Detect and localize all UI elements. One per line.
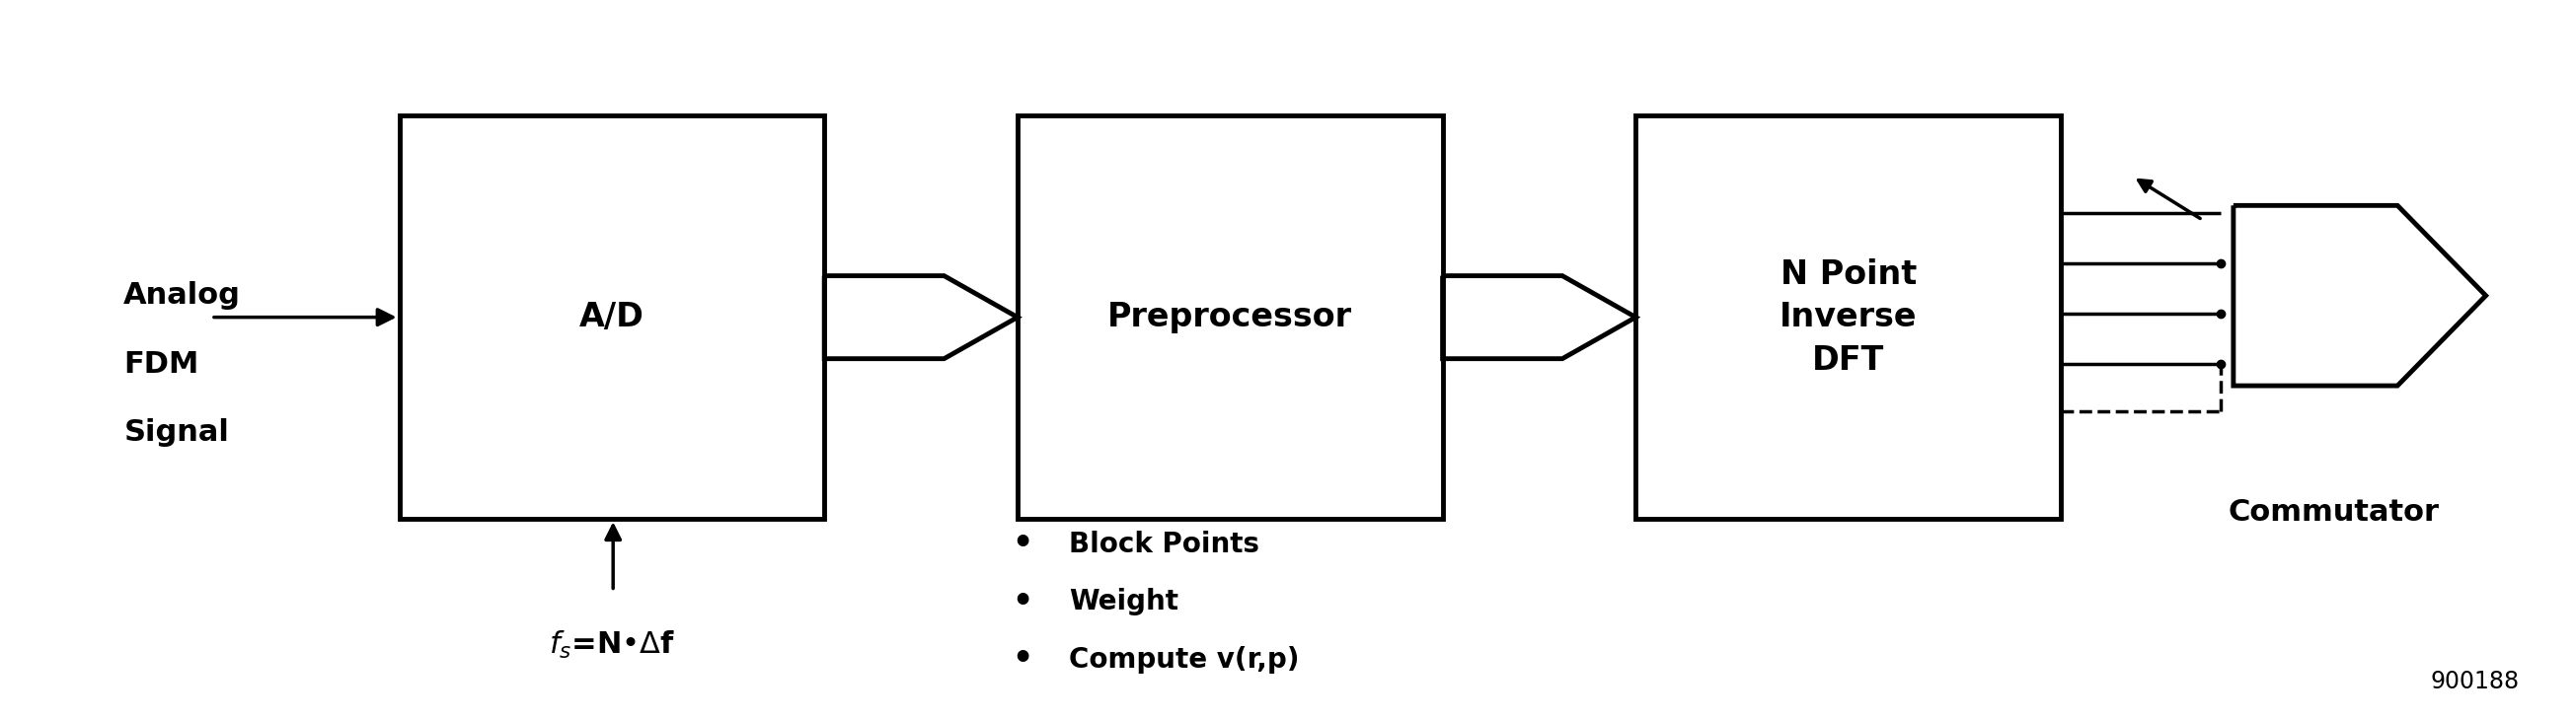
Text: •: • <box>1012 585 1033 619</box>
Polygon shape <box>1443 275 1636 358</box>
Text: Preprocessor: Preprocessor <box>1108 301 1352 334</box>
Text: Analog: Analog <box>124 281 242 310</box>
Polygon shape <box>2233 205 2486 386</box>
Text: Compute v(r,p): Compute v(r,p) <box>1069 646 1298 673</box>
Text: $f_s$=N•$\Delta$f: $f_s$=N•$\Delta$f <box>549 629 675 661</box>
Polygon shape <box>824 275 1018 358</box>
Text: Signal: Signal <box>124 418 229 447</box>
Text: Commutator: Commutator <box>2228 497 2439 526</box>
Bar <box>1636 115 2061 519</box>
Text: FDM: FDM <box>124 350 198 379</box>
Bar <box>1018 115 1443 519</box>
Text: N Point
Inverse
DFT: N Point Inverse DFT <box>1780 258 1917 376</box>
Text: Block Points: Block Points <box>1069 531 1260 558</box>
Text: Weight: Weight <box>1069 588 1180 616</box>
Text: A/D: A/D <box>580 301 644 334</box>
Text: •: • <box>1012 528 1033 561</box>
Bar <box>399 115 824 519</box>
Text: 900188: 900188 <box>2429 670 2519 693</box>
Text: •: • <box>1012 643 1033 676</box>
